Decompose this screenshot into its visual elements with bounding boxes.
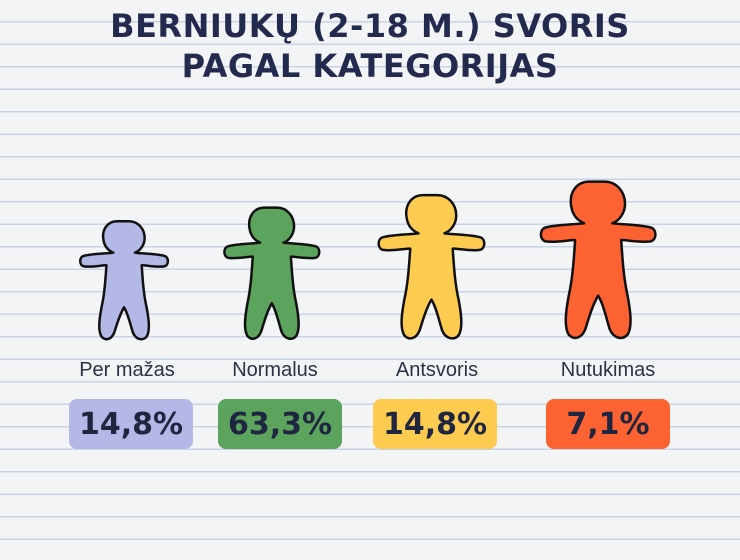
category-label-nutukimas: Nutukimas	[560, 359, 656, 381]
person-figure-icon-antsvoris	[376, 190, 494, 343]
percent-badge-antsvoris: 14,8%	[373, 399, 497, 449]
category-label-per-mazas: Per mažas	[79, 359, 175, 381]
percent-badge-normalus: 63,3%	[218, 399, 342, 449]
person-figure-icon-normalus	[222, 203, 328, 343]
person-figure-icon-nutukimas	[538, 176, 666, 343]
title-line-1: BERNIUKŲ (2-18 M.) SVORIS	[110, 7, 630, 45]
percent-badge-nutukimas: 7,1%	[546, 399, 670, 449]
percent-badge-per-mazas: 14,8%	[69, 399, 193, 449]
category-label-normalus: Normalus	[232, 359, 318, 381]
person-figure-icon-per-mazas	[78, 217, 176, 343]
title-line-2: PAGAL KATEGORIJAS	[181, 47, 559, 85]
category-label-antsvoris: Antsvoris	[395, 359, 479, 381]
